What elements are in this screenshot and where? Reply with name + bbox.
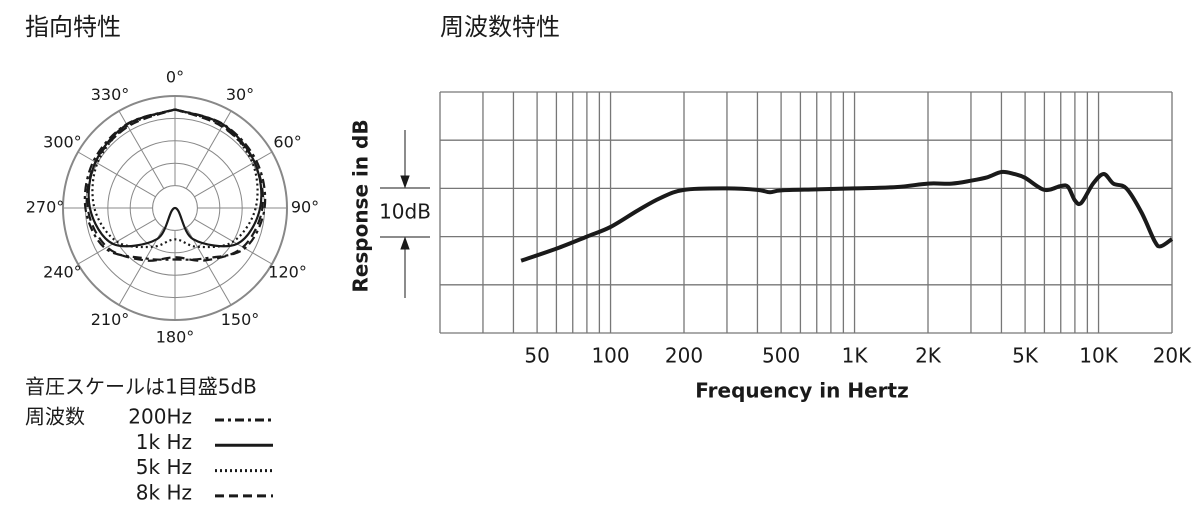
- x-tick-label: 5K: [1012, 344, 1039, 368]
- polar-title: 指向特性: [25, 13, 121, 41]
- legend-label: 200Hz: [128, 405, 192, 429]
- angle-label: 150°: [221, 310, 260, 329]
- polar-line: [83, 108, 267, 261]
- spoke: [77, 151, 156, 198]
- legend-label: 1k Hz: [136, 430, 192, 454]
- x-tick-label: 20K: [1153, 344, 1192, 368]
- x-tick-label: 500: [762, 344, 800, 368]
- angle-label: 120°: [268, 263, 307, 282]
- angle-label: 90°: [291, 198, 319, 217]
- angle-label: 30°: [226, 85, 254, 104]
- angle-label: 210°: [91, 310, 130, 329]
- annotation-arrows: [380, 130, 430, 298]
- spoke: [194, 151, 273, 198]
- spoke: [118, 110, 165, 189]
- x-tick-label: 100: [591, 344, 629, 368]
- x-tick-label: 10K: [1079, 344, 1118, 368]
- angle-label: 0°: [166, 68, 184, 87]
- x-tick-label: 1K: [842, 344, 869, 368]
- scale-note: 音圧スケールは1目盛5dB: [25, 375, 257, 399]
- x-tick-label: 50: [524, 344, 549, 368]
- x-tick-label: 200: [665, 344, 703, 368]
- angle-label: 180°: [156, 328, 195, 347]
- x-tick-label: 2K: [915, 344, 942, 368]
- polar-line: [91, 108, 259, 249]
- angle-label: 270°: [26, 198, 65, 217]
- angle-label: 240°: [43, 263, 82, 282]
- polar-line: [85, 108, 265, 262]
- response-line: [520, 169, 1174, 263]
- angle-label: 330°: [91, 85, 130, 104]
- angle-label: 300°: [43, 133, 82, 152]
- legend-title: 周波数: [25, 405, 85, 429]
- y-axis-label: Response in dB: [349, 119, 373, 292]
- legend-label: 8k Hz: [136, 480, 192, 504]
- spoke: [185, 110, 232, 189]
- response-title: 周波数特性: [440, 13, 560, 41]
- angle-label: 60°: [273, 133, 301, 152]
- x-axis-label: Frequency in Hertz: [695, 379, 908, 403]
- annotation: 10dB: [379, 200, 431, 224]
- legend-label: 5k Hz: [136, 455, 192, 479]
